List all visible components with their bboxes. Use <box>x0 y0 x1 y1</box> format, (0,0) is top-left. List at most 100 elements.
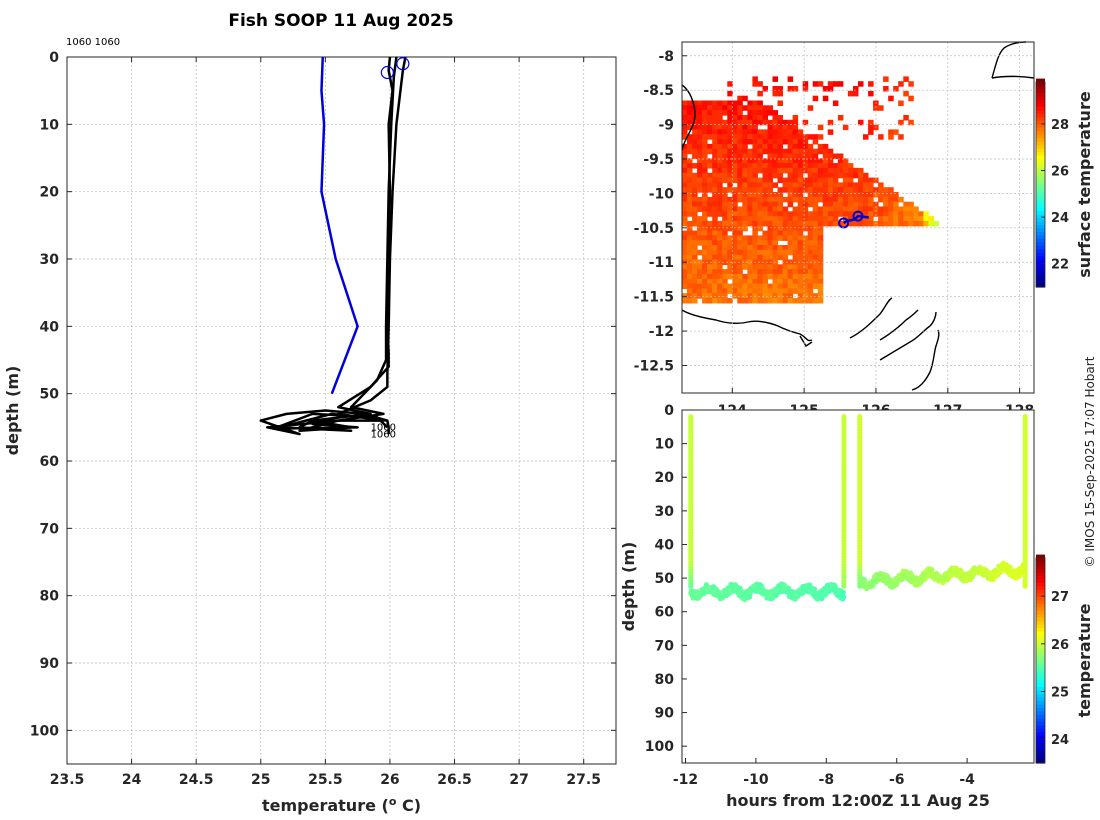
sst-pixel <box>837 163 844 169</box>
sst-pixel <box>732 283 738 290</box>
sst-pixel <box>827 158 834 164</box>
sst-pixel <box>807 298 814 304</box>
sst-pixel <box>702 105 708 111</box>
sst-pixel <box>767 134 773 140</box>
sst-pixel <box>883 196 889 203</box>
sst-pixel <box>687 115 693 121</box>
sst-pixel <box>712 124 718 131</box>
sst-pixel <box>797 158 804 164</box>
colorbar-swatch <box>1036 561 1045 566</box>
sst-pixel <box>702 206 708 212</box>
y-tick-label: 90 <box>40 656 60 672</box>
sst-pixel <box>697 167 703 174</box>
sst-pixel <box>707 264 713 270</box>
colorbar-swatch <box>1036 252 1045 257</box>
sst-pixel <box>737 182 743 188</box>
sst-pixel <box>812 201 819 208</box>
station-annotation: 1060 <box>371 423 396 434</box>
sst-pixel <box>687 177 693 184</box>
sst-pixel <box>787 163 794 169</box>
x-tick-label: 23.5 <box>50 772 85 788</box>
sst-pixel <box>787 86 794 92</box>
sst-pixel <box>792 298 799 304</box>
colorbar-swatch <box>1036 617 1045 622</box>
sst-pixel <box>772 143 778 150</box>
sst-pixel <box>832 182 839 188</box>
sst-pixel <box>742 196 748 203</box>
sst-pixel <box>888 216 894 222</box>
sst-pixel <box>802 206 809 212</box>
sst-pixel <box>777 163 783 169</box>
sst-pixel <box>702 216 708 222</box>
sst-pixel <box>717 143 723 150</box>
sst-pixel <box>827 172 834 179</box>
sst-pixel <box>842 124 849 131</box>
sst-pixel <box>883 220 889 227</box>
sst-pixel <box>792 143 799 150</box>
sst-pixel <box>747 115 753 121</box>
sst-pixel <box>742 143 748 150</box>
sst-pixel <box>807 143 814 150</box>
sst-pixel <box>687 192 693 198</box>
sst-pixel <box>817 172 824 179</box>
sst-pixel <box>762 293 768 299</box>
sst-pixel <box>777 139 783 145</box>
colorbar-swatch <box>1036 589 1045 594</box>
sst-pixel <box>772 230 778 237</box>
sst-pixel <box>702 177 708 184</box>
colorbar-swatch <box>1036 269 1045 274</box>
sst-pixel <box>727 158 733 164</box>
colorbar-swatch <box>1036 151 1045 156</box>
sst-pixel <box>827 196 834 203</box>
sst-pixel <box>727 235 733 241</box>
sst-pixel <box>822 158 829 164</box>
sst-pixel <box>737 153 743 159</box>
lat-tick-label: -8 <box>658 49 674 65</box>
sst-pixel <box>717 298 723 304</box>
sst-pixel <box>682 115 688 121</box>
sst-pixel <box>757 245 763 251</box>
sst-pixel <box>822 163 829 169</box>
sst-pixel <box>707 283 713 290</box>
sst-pixel <box>817 196 824 203</box>
sst-pixel <box>822 187 829 193</box>
sst-pixel <box>747 134 753 140</box>
sst-pixel <box>752 81 758 87</box>
sst-pixel <box>722 192 728 198</box>
sst-pixel <box>687 201 693 208</box>
sst-pixel <box>692 139 698 145</box>
x-tick-label: -10 <box>743 772 769 788</box>
coastline <box>681 309 813 342</box>
sst-pixel <box>797 288 804 294</box>
sst-pixel <box>687 187 693 193</box>
sst-pixel <box>797 259 804 265</box>
sst-pixel <box>787 153 794 159</box>
sst-pixel <box>812 192 819 198</box>
sst-pixel <box>782 269 789 275</box>
sst-pixel <box>687 269 693 275</box>
sst-pixel <box>722 201 728 208</box>
sst-pixel <box>732 273 738 280</box>
sst-pixel <box>772 129 778 135</box>
sst-pixel <box>692 220 698 227</box>
sst-pixel <box>717 220 723 227</box>
sst-pixel <box>702 211 708 217</box>
sst-pixel <box>767 230 773 237</box>
sst-pixel <box>792 278 799 285</box>
sst-pixel <box>782 245 789 251</box>
sst-pixel <box>682 273 688 280</box>
sst-pixel <box>772 163 778 169</box>
sst-pixel <box>712 182 718 188</box>
sst-pixel <box>687 105 693 111</box>
sst-pixel <box>782 182 789 188</box>
sst-pixel <box>727 245 733 251</box>
sst-pixel <box>727 288 733 294</box>
sst-pixel <box>868 192 874 198</box>
sst-pixel <box>842 201 849 208</box>
sst-pixel <box>782 220 789 227</box>
sst-pixel <box>807 273 814 280</box>
sst-pixel <box>712 119 718 126</box>
colorbar-label: temperature <box>1075 603 1094 717</box>
sst-pixel <box>737 143 743 150</box>
sst-pixel <box>772 269 778 275</box>
